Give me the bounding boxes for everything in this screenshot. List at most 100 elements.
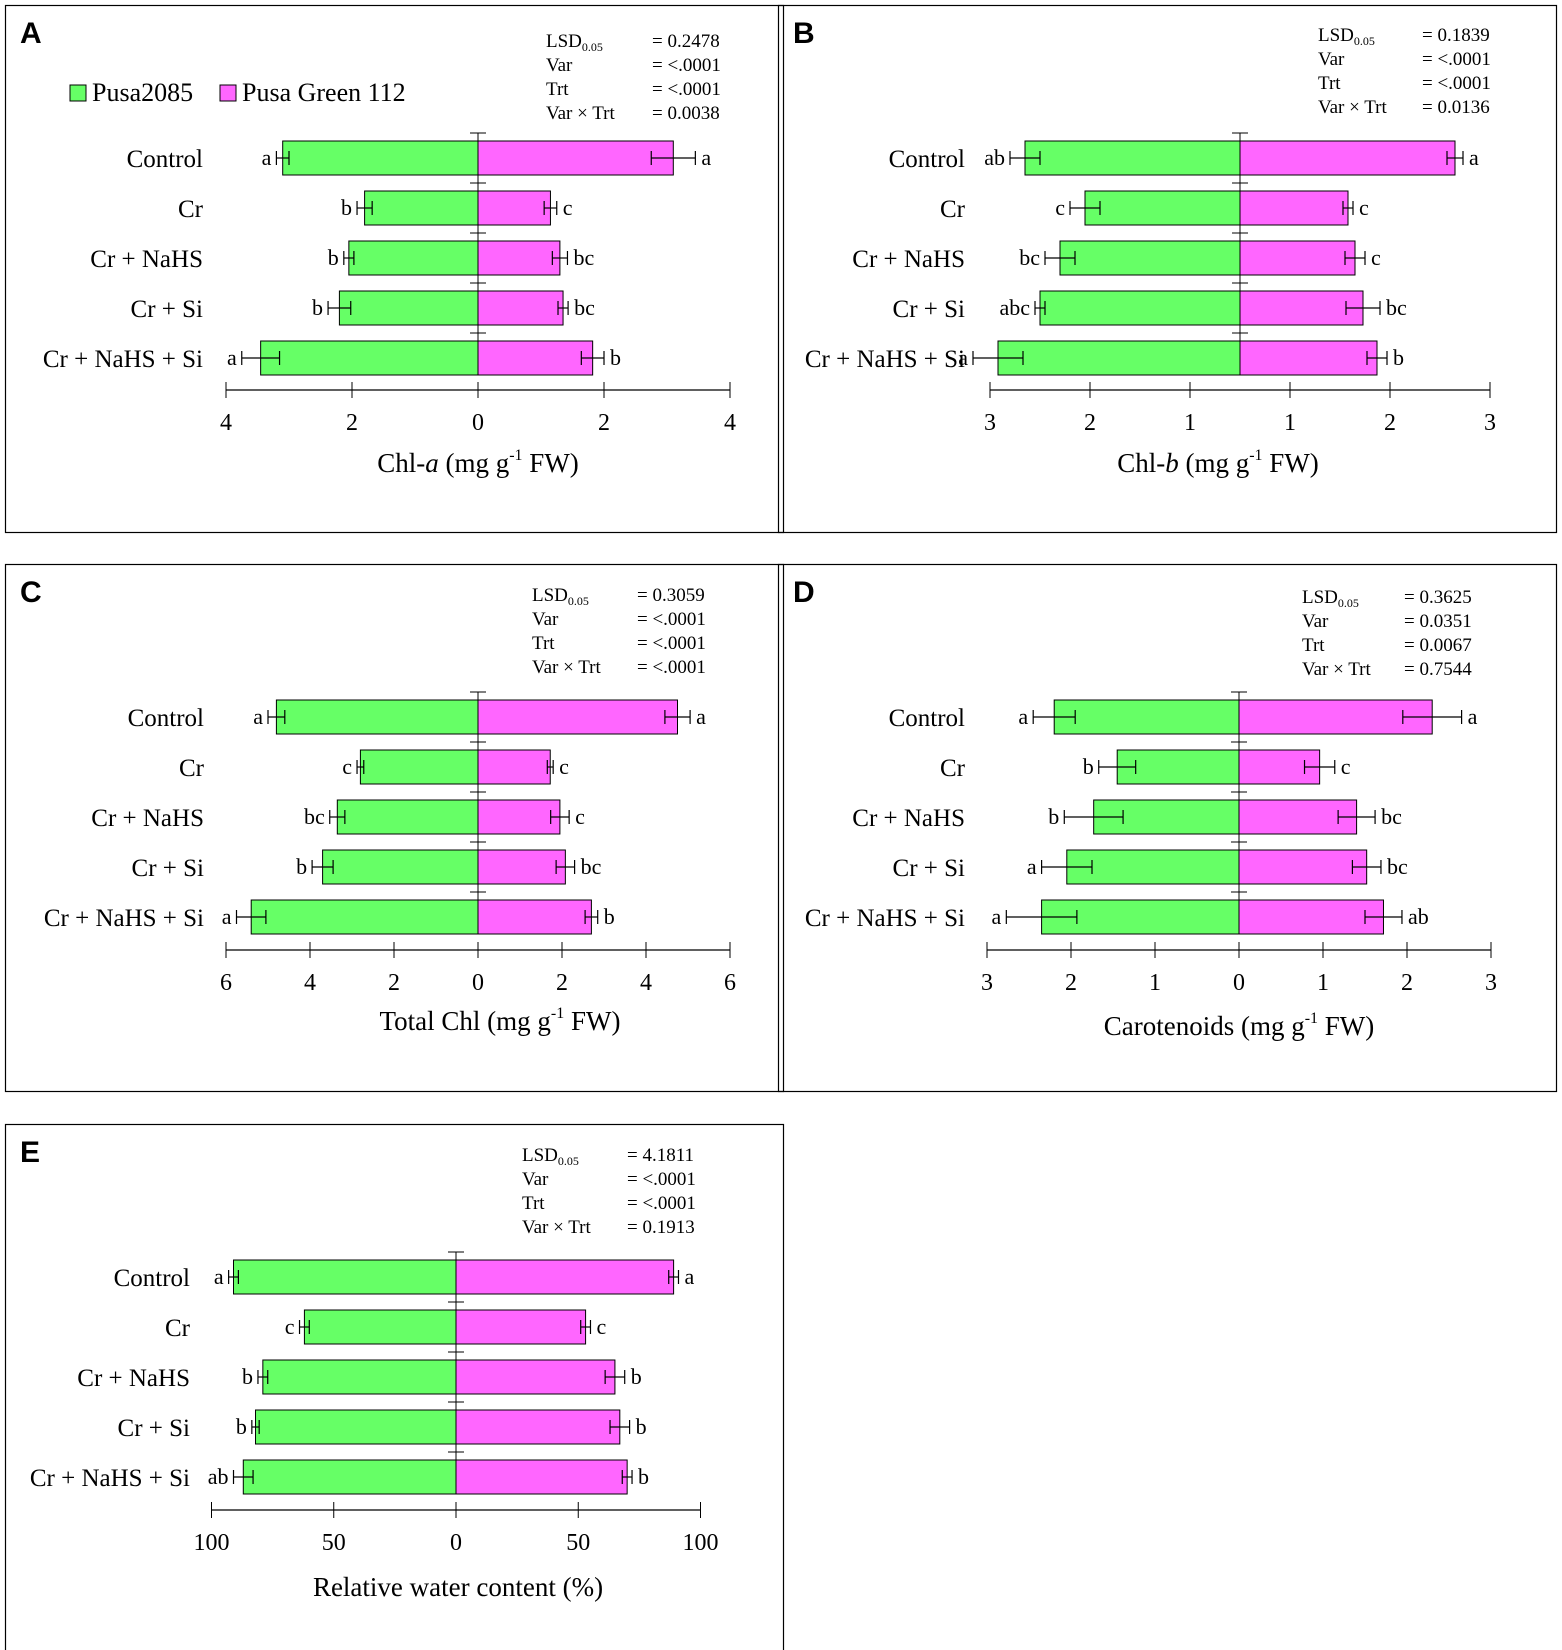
x-tick-label: 3 [1484, 410, 1496, 436]
stat-value: = 0.2478 [652, 31, 720, 52]
x-tick-label: 4 [304, 970, 316, 996]
bar-pusa-green-112 [1239, 290, 1364, 326]
x-tick-label: 3 [984, 410, 996, 436]
category-label: Cr + NaHS + Si [805, 346, 965, 373]
stat-label: Var × Trt [546, 103, 616, 124]
sig-letter: b [1048, 804, 1059, 829]
category-label: Cr + Si [893, 855, 966, 882]
panel-border [4, 563, 785, 1093]
bar-pusa-green-112 [1239, 340, 1378, 376]
stat-value: = <.0001 [637, 609, 706, 630]
sig-letter: a [1468, 704, 1478, 729]
category-label: Cr + NaHS [852, 246, 965, 273]
stat-label: LSD0.05 [522, 1145, 579, 1168]
bar-pusa-green-112 [455, 1259, 675, 1295]
bar-pusa-green-112 [1239, 190, 1349, 226]
bar-pusa2085 [282, 140, 479, 176]
bar-pusa2085 [275, 699, 479, 735]
x-tick-label: 2 [346, 410, 358, 436]
category-label: Cr [940, 196, 966, 223]
category-label: Cr [178, 196, 204, 223]
panel-c: C LSD0.05 = 0.3059 Var = <.0001 Trt = <.0001 Va… [4, 563, 785, 1093]
x-tick-label: 1 [1184, 410, 1196, 436]
stat-value: = 0.7544 [1404, 659, 1472, 680]
bar-pusa-green-112 [477, 699, 678, 735]
bar-pusa-green-112 [455, 1309, 587, 1345]
sig-letter: c [1341, 754, 1351, 779]
bar-pusa-green-112 [455, 1359, 616, 1395]
category-label: Cr + NaHS + Si [805, 905, 965, 932]
bar-pusa2085 [1059, 240, 1241, 276]
stat-value: = 0.0136 [1422, 97, 1490, 118]
sig-letter: a [1018, 704, 1028, 729]
category-label: Control [127, 146, 203, 173]
sig-letter: ab [984, 145, 1005, 170]
bar-pusa2085 [1039, 290, 1241, 326]
sig-letter: b [638, 1464, 649, 1489]
x-tick-label: 0 [472, 970, 484, 996]
category-label: Cr [179, 755, 205, 782]
x-tick-label: 4 [724, 410, 736, 436]
stat-label: Var [546, 55, 573, 76]
stat-label: Var [1302, 611, 1329, 632]
x-tick-label: 1 [1149, 970, 1161, 996]
stat-label: Trt [532, 633, 555, 654]
bar-pusa2085 [322, 849, 479, 885]
sig-letter: ab [1408, 904, 1429, 929]
x-axis-label: Relative water content (%) [313, 1572, 603, 1602]
sig-letter: bc [304, 804, 325, 829]
x-tick-label: 4 [220, 410, 232, 436]
sig-letter: bc [1386, 295, 1407, 320]
sig-letter: a [696, 704, 706, 729]
stat-value: = <.0001 [1422, 73, 1491, 94]
stat-label: Trt [522, 1193, 545, 1214]
bar-pusa2085 [997, 340, 1241, 376]
sig-letter: a [222, 904, 232, 929]
sig-letter: abc [999, 295, 1030, 320]
sig-letter: ab [208, 1464, 229, 1489]
x-tick-label: 1 [1284, 410, 1296, 436]
category-label: Cr + Si [131, 296, 204, 323]
bar-pusa2085 [255, 1409, 457, 1445]
bar-pusa-green-112 [477, 290, 564, 326]
bar-pusa2085 [260, 340, 479, 376]
x-tick-label: 2 [1384, 410, 1396, 436]
stat-label: LSD0.05 [546, 31, 603, 54]
panel-b: B LSD0.05 = 0.1839 Var = <.0001 Trt = <.0001 Va… [777, 4, 1558, 534]
stat-value: = <.0001 [627, 1169, 696, 1190]
bar-pusa-green-112 [455, 1409, 621, 1445]
x-axis-label: Chl-a (mg g-1 FW) [377, 447, 579, 478]
sig-letter: a [684, 1264, 694, 1289]
bar-pusa2085 [364, 190, 479, 226]
category-label: Control [128, 705, 204, 732]
stat-value: = 0.1913 [627, 1217, 695, 1238]
legend-swatch-pusa-green-112 [219, 84, 237, 102]
bar-pusa-green-112 [477, 849, 566, 885]
category-label: Cr + Si [893, 296, 966, 323]
x-tick-label: 2 [1401, 970, 1413, 996]
bar-pusa-green-112 [1239, 140, 1456, 176]
x-tick-label: 50 [322, 1530, 346, 1556]
bar-pusa2085 [233, 1259, 457, 1295]
x-tick-label: 6 [724, 970, 736, 996]
stat-label: Var [522, 1169, 549, 1190]
sig-letter: c [575, 804, 585, 829]
sig-letter: bc [1381, 804, 1402, 829]
bar-pusa-green-112 [1239, 240, 1356, 276]
x-tick-label: 2 [1065, 970, 1077, 996]
stat-label: LSD0.05 [1302, 587, 1359, 610]
stat-label: LSD0.05 [532, 585, 589, 608]
x-tick-label: 2 [598, 410, 610, 436]
sig-letter: c [563, 195, 573, 220]
sig-letter: b [604, 904, 615, 929]
x-tick-label: 1 [1317, 970, 1329, 996]
legend-label-pusa2085: Pusa2085 [92, 78, 193, 107]
x-tick-label: 6 [220, 970, 232, 996]
category-label: Control [114, 1265, 190, 1292]
category-label: Control [889, 705, 965, 732]
bar-pusa2085 [1024, 140, 1241, 176]
stat-value: = 0.1839 [1422, 25, 1490, 46]
bar-pusa-green-112 [477, 899, 592, 935]
x-tick-label: 0 [450, 1530, 462, 1556]
sig-letter: b [236, 1414, 247, 1439]
